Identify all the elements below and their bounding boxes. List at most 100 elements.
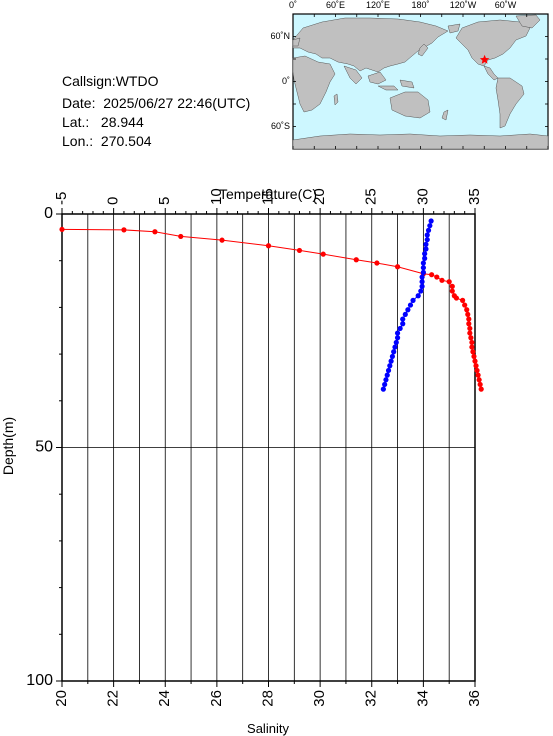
map-axes: 0˚ 60˚E 120˚E 180˚ 120˚W 60˚W 60˚N 0˚ 60˚S — [270, 0, 549, 149]
temperature-data-point — [296, 247, 303, 254]
salinity-data-point — [423, 246, 429, 252]
salinity-tick-label: 22 — [105, 690, 122, 707]
salinity-data-point — [380, 386, 386, 392]
salinity-tick-label: 36 — [466, 690, 483, 707]
temperature-data-point — [59, 226, 65, 233]
temperature-data-point — [434, 274, 440, 280]
land-eurasia — [292, 17, 449, 73]
temperature-data-point — [465, 311, 471, 318]
temperature-data-point — [469, 344, 475, 350]
salinity-tick-label: 28 — [259, 690, 276, 707]
temperature-data-point — [449, 288, 455, 294]
temperature-data-point — [464, 307, 470, 313]
salinity-data-point — [422, 251, 428, 257]
callsign-value: WTDO — [115, 73, 159, 89]
salinity-data-point — [424, 237, 430, 243]
temperature-data-point — [460, 297, 466, 303]
temperature-data-point — [467, 325, 473, 332]
temperature-data-point — [462, 302, 468, 308]
salinity-data-point — [419, 274, 425, 280]
map-lon-label: 120˚W — [450, 0, 477, 10]
salinity-tick-label: 32 — [363, 690, 380, 707]
top-axis-label: Temperature(C) — [219, 186, 317, 202]
callsign-line: Callsign:WTDO — [62, 73, 158, 89]
date-label: Date: — [62, 95, 96, 111]
temperature-data-point — [471, 353, 477, 360]
station-marker-icon — [479, 54, 490, 64]
temperature-tick-label: 20 — [311, 188, 328, 205]
land-greenland — [515, 14, 541, 29]
salinity-data-point — [391, 349, 397, 355]
world-map: 0˚ 60˚E 120˚E 180˚ 120˚W 60˚W 60˚N 0˚ 60˚S — [270, 0, 549, 150]
map-lon-label: 120˚E — [366, 0, 390, 10]
salinity-data-point — [420, 260, 426, 266]
salinity-data-point — [422, 255, 428, 261]
temperature-data-point — [152, 229, 158, 235]
salinity-data-point — [428, 218, 434, 224]
salinity-data-point — [385, 367, 392, 374]
salinity-data-point — [394, 330, 401, 336]
temperature-data-point — [475, 372, 481, 378]
depth-tick-label: 100 — [26, 672, 53, 689]
salinity-data-point — [384, 372, 390, 378]
callsign-label: Callsign: — [62, 73, 116, 89]
date-value: 2025/06/27 22:46(UTC) — [103, 95, 251, 111]
temperature-data-point — [466, 321, 472, 327]
salinity-data-point — [387, 363, 393, 369]
temperature-tick-label: 10 — [208, 188, 225, 205]
land-india — [343, 65, 363, 85]
temperature-data-point — [466, 316, 472, 322]
salinity-tick-label: 24 — [156, 690, 173, 707]
salinity-data-point — [382, 381, 388, 388]
salinity-data-point — [420, 269, 426, 275]
temperature-profile-line — [61, 228, 482, 390]
salinity-data-point — [419, 279, 425, 285]
temperature-data-point — [476, 377, 482, 383]
temperature-data-point — [469, 339, 475, 346]
salinity-data-point — [423, 241, 429, 247]
map-lon-label: 60˚E — [326, 0, 345, 10]
land-madagascar — [333, 93, 339, 106]
salinity-data-point — [424, 232, 430, 238]
temperature-data-point — [453, 295, 460, 301]
land-australia — [389, 91, 431, 119]
lon-value: 270.504 — [100, 133, 152, 149]
salinity-data-point — [388, 358, 394, 364]
lon-label: Lon.: — [62, 133, 94, 149]
temperature-data-point — [394, 264, 401, 270]
lat-label: Lat.: — [62, 114, 90, 130]
temperature-data-point — [478, 386, 484, 392]
bottom-axis-label: Salinity — [247, 721, 289, 736]
date-line: Date: 2025/06/27 22:46(UTC) — [62, 95, 250, 111]
temperature-tick-label: 15 — [259, 188, 276, 205]
temperature-tick-label: 25 — [363, 188, 380, 205]
map-lon-label: 180˚ — [411, 0, 429, 10]
salinity-tick-label: 34 — [414, 690, 431, 707]
temperature-tick-label: -5 — [53, 192, 70, 205]
temperature-data-point — [121, 227, 127, 233]
salinity-data-point — [397, 325, 403, 332]
lat-value: 28.944 — [100, 114, 144, 130]
temperature-data-point — [353, 257, 359, 263]
y-axis-label: Depth(m) — [0, 417, 16, 475]
profile-chart: 20 22 24 26 28 30 32 34 36-5 0 5 10 15 20 25 30 35050100… — [0, 186, 484, 736]
land-europe-west — [292, 37, 301, 47]
salinity-data-point — [425, 227, 432, 233]
temperature-tick-label: 30 — [414, 188, 431, 205]
salinity-data-point — [410, 297, 416, 303]
temperature-data-point — [265, 243, 272, 249]
map-land — [292, 14, 549, 150]
temperature-data-point — [374, 260, 380, 266]
salinity-data-point — [420, 265, 426, 271]
salinity-data-point — [400, 316, 406, 322]
salinity-data-point — [392, 344, 398, 350]
temperature-tick-label: 35 — [466, 188, 483, 205]
salinity-data-point — [419, 283, 425, 289]
temperature-data-point — [473, 363, 479, 369]
temperature-data-point — [178, 233, 184, 240]
temperature-data-point — [468, 335, 474, 341]
temperature-data-point — [429, 272, 435, 278]
salinity-data-point — [418, 288, 424, 294]
land-north-america — [455, 19, 531, 67]
